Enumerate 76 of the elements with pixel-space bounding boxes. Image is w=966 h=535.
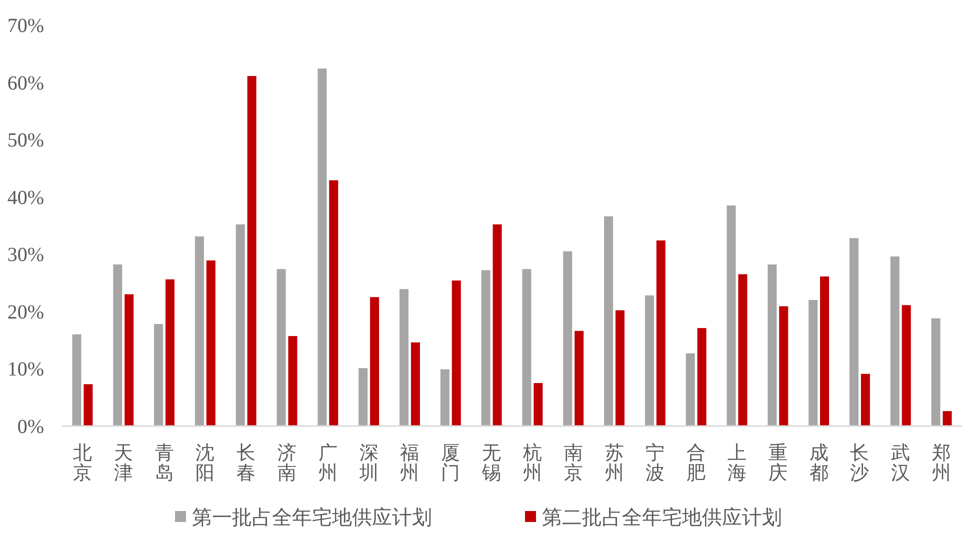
bar <box>850 238 858 426</box>
y-tick-label: 60% <box>7 72 44 94</box>
bar <box>370 297 380 426</box>
bar <box>318 68 327 426</box>
x-tick-label: 天津 <box>114 443 133 484</box>
bar <box>574 330 584 426</box>
bar <box>440 369 450 426</box>
bar <box>686 353 695 426</box>
legend-label: 第一批占全年宅地供应计划 <box>192 506 432 529</box>
x-tick-label: 成都 <box>809 443 828 484</box>
x-tick-label: 北京 <box>72 443 92 484</box>
x-tick-label: 上海 <box>728 443 746 484</box>
y-tick-label: 10% <box>7 358 44 381</box>
bar <box>931 318 940 426</box>
y-tick-label: 50% <box>7 130 44 152</box>
bar <box>697 328 706 426</box>
bar <box>247 76 256 426</box>
x-tick-label: 济南 <box>278 442 296 484</box>
bar <box>113 264 122 426</box>
x-tick-label: 合肥 <box>686 443 706 484</box>
bar <box>820 276 830 426</box>
bar <box>534 383 543 426</box>
bar <box>738 274 748 426</box>
y-tick-label: 40% <box>7 186 44 209</box>
bar <box>329 180 338 426</box>
x-tick-label: 苏州 <box>604 443 624 484</box>
bar <box>236 224 245 426</box>
x-tick-label: 长春 <box>236 443 256 484</box>
x-tick-label: 深圳 <box>358 443 378 484</box>
bar <box>808 300 818 426</box>
bar <box>604 216 614 426</box>
bar <box>206 260 216 426</box>
x-tick-label: 沈阳 <box>196 443 215 484</box>
bar <box>166 279 174 426</box>
bar <box>890 256 900 426</box>
bar <box>84 384 93 426</box>
x-tick-label: 广州 <box>318 442 338 484</box>
bar <box>779 306 788 426</box>
bar <box>481 270 490 426</box>
bar <box>656 240 666 426</box>
x-tick-label: 武汉 <box>891 443 910 484</box>
bar <box>400 289 408 426</box>
bar <box>410 342 420 426</box>
bar <box>358 368 368 426</box>
bar <box>72 334 82 426</box>
y-tick-label: 70% <box>7 15 44 37</box>
y-tick-label: 20% <box>7 301 44 324</box>
x-tick-label: 青岛 <box>154 443 174 484</box>
bar <box>563 251 572 426</box>
x-tick-label: 宁波 <box>646 442 665 484</box>
x-tick-label: 无锡 <box>481 443 502 484</box>
x-tick-label: 郑州 <box>932 443 952 484</box>
bar <box>902 305 911 426</box>
x-tick-label: 厦门 <box>441 443 460 484</box>
bar <box>644 295 654 426</box>
bar <box>522 269 532 426</box>
bar <box>154 324 164 426</box>
bar <box>616 310 624 426</box>
bar <box>124 294 134 426</box>
x-tick-label: 长沙 <box>850 443 870 484</box>
bar <box>726 205 736 426</box>
y-tick-label: 30% <box>7 244 44 266</box>
bar <box>768 264 777 426</box>
x-tick-label: 重庆 <box>768 443 788 484</box>
bar <box>452 280 461 426</box>
bar <box>860 374 870 426</box>
legend-label: 第二批占全年宅地供应计划 <box>542 506 782 529</box>
bar <box>194 236 204 426</box>
x-tick-label: 福州 <box>400 443 420 484</box>
bar <box>276 269 286 426</box>
y-tick-label: 0% <box>17 416 44 438</box>
bar <box>492 224 502 426</box>
x-tick-label: 南京 <box>564 443 583 484</box>
bar <box>942 411 952 426</box>
x-tick-label: 杭州 <box>522 443 542 484</box>
bar <box>288 336 298 426</box>
